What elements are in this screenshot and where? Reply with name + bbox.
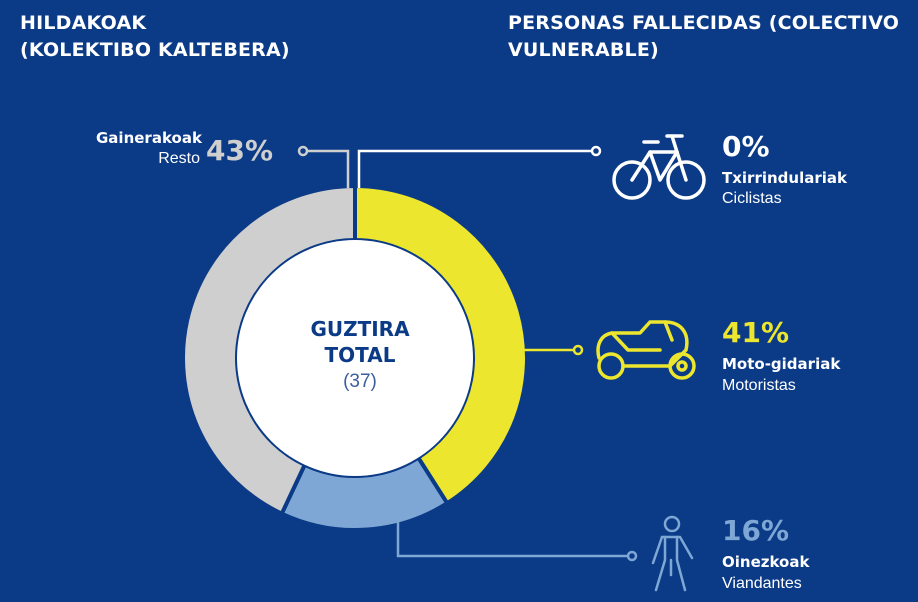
title-right-line2: VULNERABLE) xyxy=(508,39,659,61)
donut-hole xyxy=(237,240,473,476)
ciclistas-percent: 0% xyxy=(722,130,770,163)
viandantes-percent: 16% xyxy=(722,514,790,547)
resto-percent: 43% xyxy=(206,134,274,167)
motorcycle-icon xyxy=(596,320,696,380)
leader-dot-motoristas xyxy=(572,344,584,356)
chart-title-basque: HILDAKOAK (KOLEKTIBO KALTEBERA) xyxy=(20,10,320,64)
leader-dot-resto xyxy=(297,145,309,157)
viandantes-label-basque: Oinezkoak xyxy=(722,553,810,571)
leader-line-viandantes xyxy=(396,520,632,558)
center-label-spanish: TOTAL xyxy=(324,343,396,367)
motoristas-label-basque: Moto-gidariak xyxy=(722,355,841,373)
center-label-basque: GUZTIRA xyxy=(310,317,410,341)
leader-line-ciclistas xyxy=(357,149,596,188)
bicycle-icon xyxy=(612,134,706,200)
pedestrian-icon xyxy=(651,515,694,592)
center-total-count: (37) xyxy=(343,371,377,392)
ciclistas-label-spanish: Ciclistas xyxy=(722,190,782,207)
resto-label-basque: Gainerakoak xyxy=(96,129,202,147)
title-right-line1: PERSONAS FALLECIDAS (COLECTIVO xyxy=(508,12,900,34)
leader-dot-ciclistas xyxy=(590,145,602,157)
leader-lines xyxy=(297,145,638,562)
title-left-line1: HILDAKOAK xyxy=(20,12,147,34)
motoristas-label-spanish: Motoristas xyxy=(722,377,796,394)
title-left-line2: (KOLEKTIBO KALTEBERA) xyxy=(20,39,290,61)
leader-dot-viandantes xyxy=(626,550,638,562)
leader-line-resto xyxy=(303,149,350,188)
chart-title-spanish: PERSONAS FALLECIDAS (COLECTIVO VULNERABL… xyxy=(508,10,908,64)
ciclistas-label-basque: Txirrindulariak xyxy=(722,169,847,187)
resto-label-spanish: Resto xyxy=(158,150,200,167)
motoristas-percent: 41% xyxy=(722,316,790,349)
viandantes-label-spanish: Viandantes xyxy=(722,575,802,592)
